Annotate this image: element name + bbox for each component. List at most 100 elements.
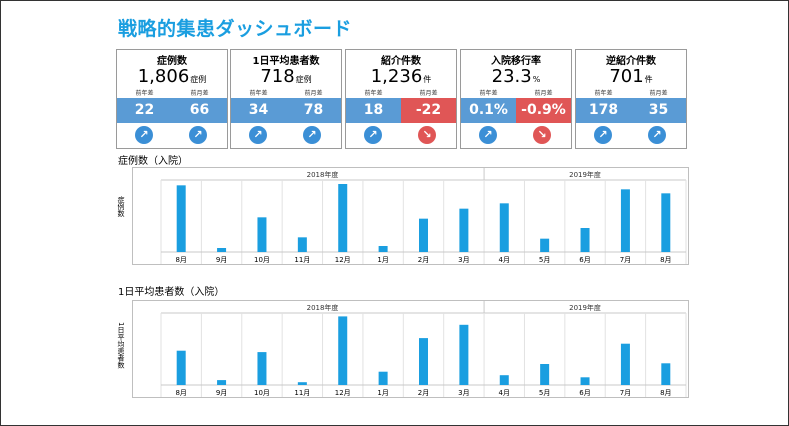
kpi-card[interactable]: 入院移行率 23.3% 前年差 前月差 0.1% -0.9% ↗ ↘ (460, 49, 572, 149)
kpi-name: 入院移行率 (491, 56, 541, 67)
kpi-yoy-label: 前年差 (135, 90, 154, 97)
kpi-mom-delta: -22 (401, 98, 456, 123)
bar (419, 338, 428, 385)
kpi-number: 1,806 (137, 66, 190, 87)
kpi-unit: 件 (644, 75, 653, 84)
fiscal-year-label: 2019年度 (569, 170, 601, 179)
kpi-number: 23.3 (491, 66, 532, 87)
x-tick-label: 8月 (660, 389, 671, 397)
kpi-mom-delta: 78 (286, 98, 341, 123)
kpi-yoy-delta: 178 (576, 98, 631, 123)
kpi-card[interactable]: 1日平均患者数 718症例 前年差 前月差 34 78 ↗ ↗ (230, 49, 342, 149)
kpi-yoy-delta: 34 (231, 98, 286, 123)
kpi-mom-delta: 66 (172, 98, 227, 123)
bar (580, 228, 590, 252)
x-tick-label: 11月 (294, 389, 310, 397)
bar (419, 218, 428, 252)
cases-section-label: 症例数（入院） (118, 156, 188, 167)
x-tick-label: 12月 (335, 389, 351, 397)
cases-chart: 2018年度 2019年度 8月 9月 10月 11月 12月 1月 2月 3月 4月 5月 6月 7月 8… (132, 167, 689, 265)
x-tick-label: 9月 (216, 256, 227, 264)
kpi-mom-delta: 35 (631, 98, 686, 123)
kpi-yoy-delta: 18 (346, 98, 401, 123)
arrow-up-right-icon[interactable]: ↗ (303, 126, 321, 144)
kpi-mom-delta: -0.9% (516, 98, 571, 123)
kpi-card[interactable]: 症例数 1,806症例 前年差 前月差 22 66 ↗ ↗ (116, 49, 228, 149)
cases-chart-ylabel: 症例数 (117, 196, 125, 217)
kpi-mom-label: 前月差 (534, 90, 553, 97)
arrow-up-right-icon[interactable]: ↗ (479, 126, 497, 144)
kpi-value: 1,236件 (346, 66, 456, 87)
bar (459, 208, 469, 252)
bar (499, 375, 509, 385)
bar (176, 350, 186, 385)
bar (620, 343, 630, 385)
kpi-number: 701 (609, 66, 644, 87)
bar (338, 316, 348, 385)
x-tick-label: 7月 (620, 256, 631, 264)
arrow-up-right-icon[interactable]: ↗ (249, 126, 267, 144)
kpi-value: 701件 (576, 66, 686, 87)
kpi-unit: % (532, 75, 541, 84)
arrow-up-right-icon[interactable]: ↗ (648, 126, 666, 144)
bar (459, 324, 469, 385)
kpi-card[interactable]: 逆紹介件数 701件 前年差 前月差 178 35 ↗ ↗ (575, 49, 687, 149)
bar (580, 377, 590, 385)
kpi-unit: 症例 (190, 75, 207, 84)
x-tick-label: 12月 (335, 256, 351, 264)
fiscal-year-label: 2018年度 (307, 303, 339, 312)
x-tick-label: 3月 (458, 389, 469, 397)
kpi-card[interactable]: 紹介件数 1,236件前年差 前月差 18 -22 ↗ ↘ (345, 49, 457, 149)
arrow-up-right-icon[interactable]: ↗ (364, 126, 382, 144)
daily-chart-svg: 2018年度 2019年度 8月 9月 10月 11月 12月 1月 2月 3月 4月 5月 6月 7月 8… (160, 301, 687, 397)
x-tick-label: 4月 (499, 256, 510, 264)
x-tick-label: 5月 (539, 256, 550, 264)
kpi-yoy-delta: 22 (117, 98, 172, 123)
x-tick-label: 2月 (418, 389, 429, 397)
kpi-value: 1,806症例 (117, 66, 227, 87)
kpi-name: 紹介件数 (381, 56, 421, 67)
cases-chart-svg: 2018年度 2019年度 8月 9月 10月 11月 12月 1月 2月 3月 4月 5月 6月 7月 8… (160, 168, 687, 264)
x-tick-label: 1月 (377, 389, 388, 397)
x-tick-label: 2月 (418, 256, 429, 264)
bar (378, 371, 388, 385)
x-tick-label: 5月 (539, 389, 550, 397)
daily-chart: 2018年度 2019年度 8月 9月 10月 11月 12月 1月 2月 3月 4月 5月 6月 7月 8… (132, 300, 689, 398)
arrow-up-right-icon[interactable]: ↗ (135, 126, 153, 144)
x-tick-label: 6月 (579, 389, 590, 397)
bar (217, 380, 227, 385)
x-tick-label: 9月 (216, 389, 227, 397)
kpi-yoy-delta: 0.1% (461, 98, 516, 123)
kpi-number: 718 (260, 66, 295, 87)
x-tick-label: 8月 (175, 389, 186, 397)
bar (499, 203, 509, 252)
x-tick-label: 3月 (458, 256, 469, 264)
x-tick-label: 7月 (620, 389, 631, 397)
x-tick-label: 10月 (254, 389, 270, 397)
kpi-yoy-label: 前年差 (249, 90, 268, 97)
kpi-yoy-label: 前年差 (479, 90, 498, 97)
kpi-yoy-label: 前年差 (594, 90, 613, 97)
bar (620, 189, 630, 252)
bar (338, 184, 348, 252)
arrow-down-right-icon[interactable]: ↘ (418, 126, 436, 144)
bar (540, 238, 550, 252)
x-tick-label: 10月 (254, 256, 270, 264)
kpi-mom-label: 前月差 (649, 90, 668, 97)
kpi-yoy-label: 前年差 (364, 90, 383, 97)
kpi-mom-label: 前月差 (419, 90, 438, 97)
kpi-mom-label: 前月差 (304, 90, 323, 97)
bar (176, 185, 186, 252)
x-tick-label: 8月 (660, 256, 671, 264)
x-tick-label: 6月 (579, 256, 590, 264)
bar (540, 364, 550, 385)
arrow-up-right-icon[interactable]: ↗ (189, 126, 207, 144)
bar (257, 217, 267, 252)
kpi-unit: 件 (423, 75, 432, 84)
x-tick-label: 1月 (377, 256, 388, 264)
kpi-value: 718症例 (231, 66, 341, 87)
bar (661, 193, 671, 252)
bar (378, 246, 388, 252)
arrow-down-right-icon[interactable]: ↘ (533, 126, 551, 144)
arrow-up-right-icon[interactable]: ↗ (594, 126, 612, 144)
